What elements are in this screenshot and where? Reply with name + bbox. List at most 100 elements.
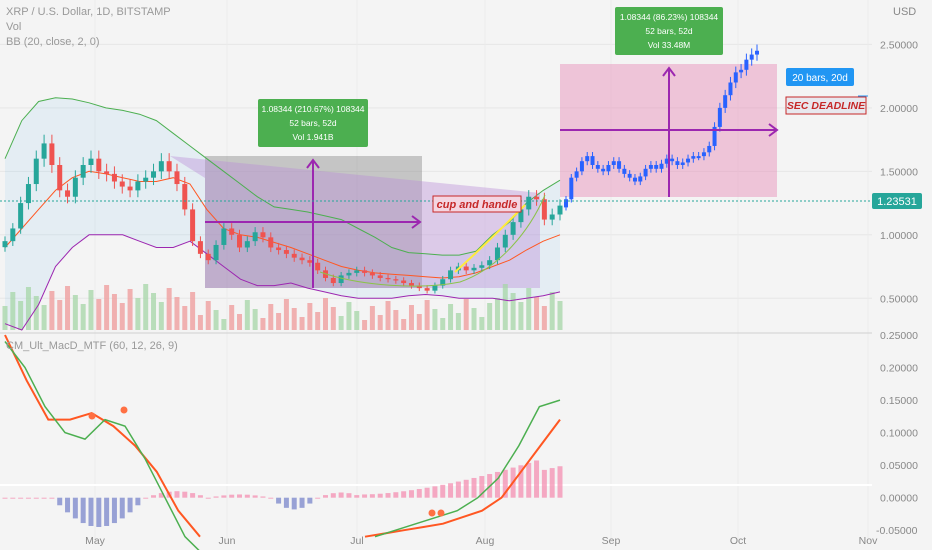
volume-bar xyxy=(252,309,258,330)
macd-hist-bar xyxy=(119,497,125,519)
volume-bar xyxy=(526,288,532,330)
chart-title: XRP / U.S. Dollar, 1D, BITSTAMP xyxy=(6,6,171,18)
volume-bar xyxy=(197,315,203,330)
candle-body xyxy=(471,267,477,271)
candle-body xyxy=(369,272,375,276)
volume-bar xyxy=(111,294,117,330)
time-tick: Nov xyxy=(859,535,878,547)
macd-hist-bar xyxy=(260,496,266,498)
macd-hist-bar xyxy=(174,491,180,498)
candle-body xyxy=(244,241,250,248)
volume-bar xyxy=(33,296,39,330)
sec-deadline-callout[interactable]: SEC DEADLINE xyxy=(785,96,867,115)
macd-hist-bar xyxy=(557,466,563,498)
volume-bar xyxy=(299,317,305,330)
price-tick-labels: 2.50000 2.00000 1.50000 1.00000 0.50000 xyxy=(880,39,918,305)
macd-hist-bar xyxy=(10,497,16,499)
projection-body xyxy=(654,165,659,169)
volume-bar xyxy=(119,303,125,330)
cup-handle-callout[interactable]: cup and handle xyxy=(432,195,522,213)
volume-bar xyxy=(315,312,321,330)
macd-hist-bar xyxy=(252,495,258,498)
projection-body xyxy=(686,158,691,163)
macd-hist-bar xyxy=(385,493,391,498)
volume-bar xyxy=(174,297,180,330)
candle-body xyxy=(72,177,78,197)
box2-line3: Vol 33.48M xyxy=(648,40,691,50)
volume-bar xyxy=(479,317,485,330)
candle-body xyxy=(541,199,547,220)
volume-bar xyxy=(510,293,516,330)
candle-body xyxy=(534,196,540,200)
volume-bar xyxy=(408,305,414,330)
macd-hist-bar xyxy=(182,491,188,498)
box1-line2: 52 bars, 52d xyxy=(289,118,337,128)
volume-bar xyxy=(362,320,368,330)
projection-body xyxy=(670,158,675,162)
candle-body xyxy=(393,279,399,281)
projection-body xyxy=(617,161,622,169)
bollinger-upper xyxy=(4,97,561,256)
volume-bar xyxy=(143,284,149,330)
candle-body xyxy=(143,177,149,182)
candle-body xyxy=(432,285,438,291)
volume-bar xyxy=(135,298,141,330)
candle-body xyxy=(362,270,368,273)
price-tick: 2.00000 xyxy=(880,103,918,115)
cup-curve[interactable] xyxy=(319,194,546,287)
macd-hist-bar xyxy=(346,493,352,498)
macd-hist-bar xyxy=(502,469,508,498)
projection-body xyxy=(675,161,680,165)
macd-hist-bar xyxy=(283,497,289,508)
measure-info-box-2[interactable]: 1.08344 (86.23%) 108344 52 bars, 52d Vol… xyxy=(615,7,723,55)
macd-hist-bar xyxy=(322,495,328,498)
macd-hist-bar xyxy=(65,497,71,513)
macd-hist-bar xyxy=(299,497,305,508)
volume-bar xyxy=(57,300,63,330)
volume-bar xyxy=(440,318,446,330)
candle-body xyxy=(276,247,282,251)
macd-tick: 0.25000 xyxy=(880,330,918,342)
volume-bar xyxy=(432,309,438,330)
macd-hist-bar xyxy=(448,483,454,498)
volume-bar xyxy=(534,297,540,330)
macd-tick: 0.15000 xyxy=(880,395,918,407)
projection-body xyxy=(744,59,749,70)
macd-hist-bar xyxy=(393,492,399,498)
candle-body xyxy=(463,266,469,271)
candle-body xyxy=(291,253,297,258)
volume-bar xyxy=(557,301,563,330)
macd-hist-bar xyxy=(143,497,149,499)
candle-body xyxy=(385,277,391,280)
macd-hist-bar xyxy=(463,479,469,498)
volume-bar xyxy=(416,314,422,330)
candle-body xyxy=(49,143,55,165)
measure-info-box-1[interactable]: 1.08344 (210.67%) 108344 52 bars, 52d Vo… xyxy=(258,99,368,147)
macd-tick: 0.20000 xyxy=(880,363,918,375)
macd-tick: -0.05000 xyxy=(876,525,918,537)
volume-bar xyxy=(276,313,282,330)
projection-body xyxy=(749,54,754,60)
candle-body xyxy=(174,171,180,185)
macd-hist-bar xyxy=(151,495,157,498)
time-axis-labels: May Jun Jul Aug Sep Oct Nov xyxy=(85,535,878,547)
volume-bar xyxy=(401,319,407,330)
macd-hist-bar xyxy=(369,494,375,498)
volume-bar xyxy=(104,285,110,330)
bars-count-box[interactable]: 20 bars, 20d xyxy=(786,68,854,86)
bars-count-text: 20 bars, 20d xyxy=(792,73,848,84)
candle-body xyxy=(494,247,500,261)
candle-body xyxy=(479,265,485,268)
candle-body xyxy=(135,181,141,191)
volume-bar xyxy=(65,286,71,330)
candle-body xyxy=(346,272,352,276)
candle-body xyxy=(299,257,305,261)
candle-body xyxy=(448,270,454,280)
projection-body xyxy=(659,163,664,169)
volume-bar xyxy=(448,304,454,330)
macd-hist-bar xyxy=(221,495,227,498)
macd-hist-bar xyxy=(307,497,313,504)
price-axis[interactable] xyxy=(872,0,932,550)
macd-cross-dot xyxy=(120,406,128,414)
